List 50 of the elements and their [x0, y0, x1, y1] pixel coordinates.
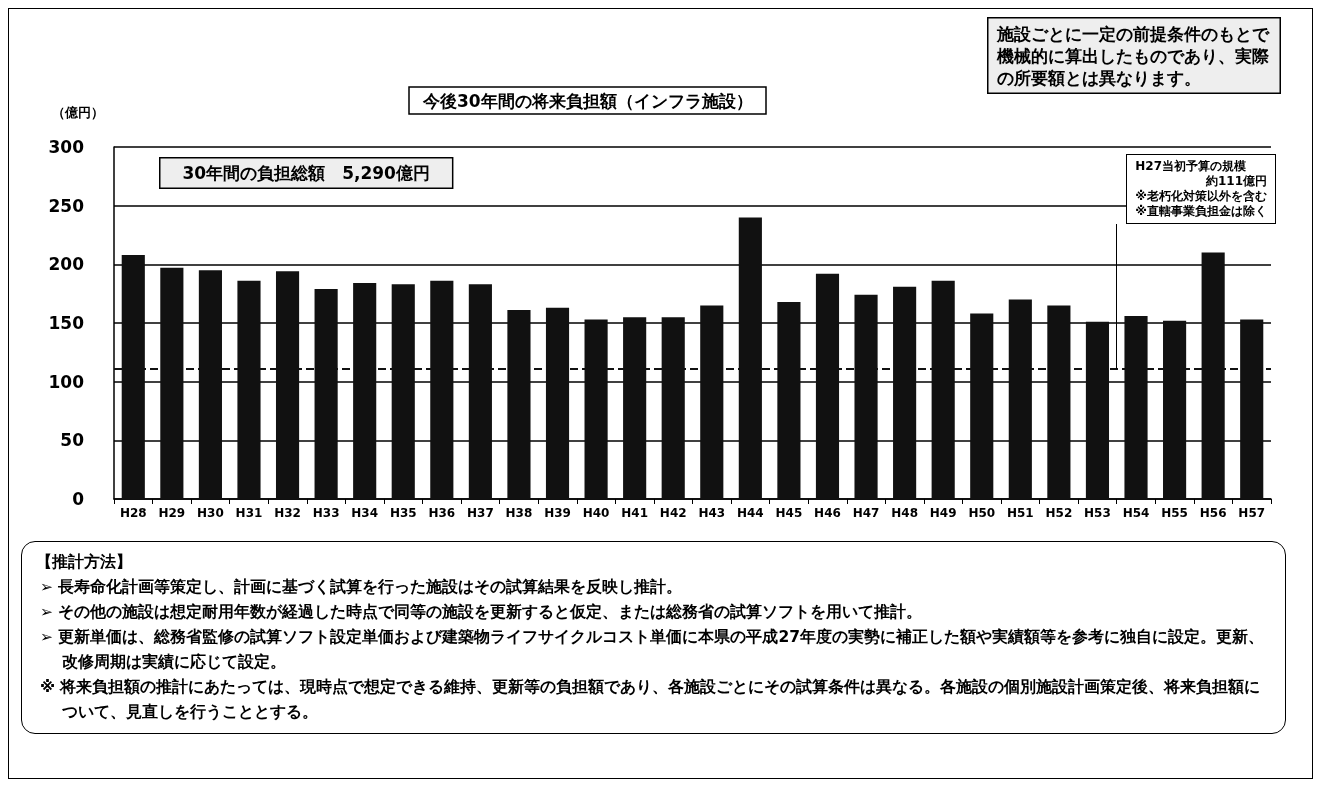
y-tick-label: 150 — [48, 313, 85, 333]
x-tick-label: H38 — [505, 506, 533, 520]
x-tick-label: H42 — [659, 506, 687, 520]
x-tick-label: H55 — [1161, 506, 1188, 520]
x-tick-label: H28 — [119, 506, 147, 520]
x-tick-label: H44 — [736, 506, 764, 520]
x-tick-label: H31 — [235, 506, 263, 520]
y-tick-label: 250 — [48, 195, 85, 216]
x-tick-label: H33 — [312, 506, 340, 520]
annotation: ※老朽化対策以外を含む — [1135, 189, 1267, 204]
ref-line-label: H27当初予算の規模 — [1135, 159, 1248, 174]
text: ➢ その他の施設は想定耐用年数が経過した時点で同等の施設を更新すると仮定、または総務省の試算ソフトを用いて推計。 — [39, 602, 924, 623]
x-tick-label: H51 — [1006, 506, 1034, 520]
x-tick-label: H40 — [582, 506, 610, 520]
y-tick-label: 50 — [60, 430, 85, 451]
x-tick-label: H35 — [389, 506, 417, 520]
x-tick-label: H39 — [544, 506, 571, 520]
y-tick-label: 0 — [72, 489, 85, 509]
x-tick-label: H32 — [274, 506, 301, 520]
x-tick-label: H48 — [891, 506, 918, 520]
x-tick-label: H49 — [929, 506, 957, 520]
y-tick-label: 200 — [48, 254, 85, 275]
x-tick-label: H57 — [1238, 506, 1266, 520]
y-tick-label: 100 — [48, 371, 85, 392]
y-tick-label: 300 — [48, 137, 85, 157]
x-tick-label: H56 — [1199, 506, 1227, 520]
x-tick-label: H30 — [197, 506, 224, 520]
x-tick-label: H47 — [852, 506, 880, 520]
text: ➢ 長寿命化計画等策定し、計画に基づく試算を行った施設はその試算結果を反映し推計。 — [39, 577, 684, 598]
x-tick-label: H52 — [1045, 506, 1073, 520]
x-tick-label: H34 — [351, 506, 379, 520]
x-tick-label: H50 — [968, 506, 996, 520]
x-tick-label: H37 — [467, 506, 494, 520]
x-tick-label: H29 — [158, 506, 186, 520]
x-tick-label: H46 — [814, 506, 841, 520]
x-tick-label: H54 — [1122, 506, 1150, 520]
x-tick-label: H36 — [428, 506, 456, 520]
text: 【推計方法】 — [36, 552, 133, 573]
annotation: 30年間の負担総額 5,290億円 — [182, 163, 430, 183]
x-tick-label: H45 — [775, 506, 803, 520]
text: ※ 将来負担額の推計にあたっては、現時点で想定できる維持、更新等の負担額であり、各施設ごとにその試算条件は異なる。各施設の個別施設計画策定後、将来負担額について、見直しを行うこととする。 — [39, 677, 1262, 723]
x-tick-label: H53 — [1084, 506, 1111, 520]
chart-title: 今後30年間の将来負担額（インフラ施設） — [422, 90, 753, 111]
y-axis-title: （億円） — [52, 105, 104, 120]
x-tick-label: H41 — [621, 506, 649, 520]
text: ➢ 更新単価は、総務省監修の試算ソフト設定単価および建築物ライフサイクルコスト単価に本県の平成27年度の実勢に補正した額や実績額等を参考に独自に設定。更新、改修周期は実績に応じて設定。 — [39, 627, 1265, 673]
x-tick-label: H43 — [698, 506, 726, 520]
text: 施設ごとに一定の前提条件のもとで機械的に算出したものであり、実際の所要額とは異なります。 — [995, 23, 1270, 88]
annotation: ※直轄事業負担金は除く — [1135, 204, 1267, 219]
annotation: 約111億円 — [1204, 174, 1267, 189]
